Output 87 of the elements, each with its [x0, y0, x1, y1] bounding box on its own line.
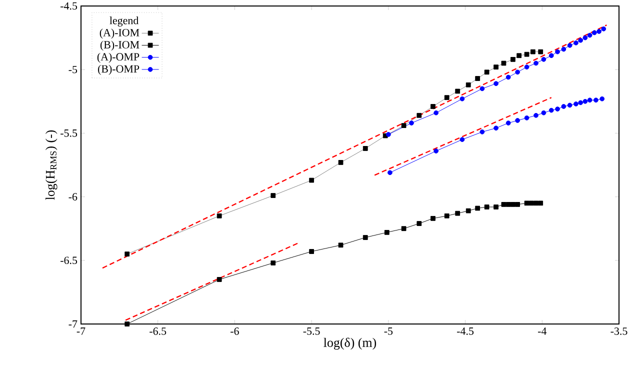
point: [434, 148, 439, 154]
point: [388, 170, 392, 176]
point: [574, 102, 578, 106]
point: [578, 38, 584, 43]
y-tick-label: -7: [68, 320, 78, 328]
point: [484, 204, 490, 210]
legend-label: (B)-OMP: [98, 64, 140, 75]
point: [460, 137, 465, 142]
point: [270, 260, 276, 266]
point: [596, 28, 602, 34]
point: [534, 60, 538, 66]
point: [555, 49, 560, 54]
point: [416, 221, 422, 226]
point: [601, 26, 606, 32]
point: [534, 200, 538, 206]
point: [538, 200, 544, 206]
x-axis-title: log(δ) (m): [324, 338, 376, 350]
point: [409, 120, 414, 126]
point: [434, 110, 439, 116]
point: [582, 98, 588, 104]
point: [515, 70, 520, 75]
point: [506, 74, 511, 80]
x-tick-label: -6.5: [150, 328, 166, 335]
point: [386, 132, 391, 137]
point: [567, 102, 572, 108]
y-tick-label: -5.5: [60, 130, 78, 137]
point: [480, 86, 485, 92]
point: [567, 42, 572, 48]
point: [524, 64, 530, 70]
y-axis-title: log(H$_{RMS}$) (-): [46, 130, 58, 200]
point: [561, 104, 566, 109]
legend-label: (B)-IOM: [100, 40, 140, 51]
point: [338, 242, 344, 248]
x-tick-label: -6: [230, 328, 239, 335]
point: [216, 277, 222, 282]
point: [384, 230, 390, 235]
point: [475, 206, 480, 211]
point: [587, 98, 592, 103]
point: [430, 216, 436, 221]
point: [460, 96, 465, 102]
point: [524, 200, 530, 206]
point: [362, 235, 368, 240]
point: [561, 46, 566, 52]
point: [510, 202, 516, 207]
point: [600, 96, 605, 102]
point: [578, 100, 584, 106]
y-tick-label: -5: [68, 66, 78, 74]
point: [582, 35, 588, 40]
point: [506, 120, 511, 126]
point: [309, 249, 314, 254]
point: [501, 202, 506, 207]
point: [592, 30, 597, 36]
x-tick-label: -4.5: [457, 328, 474, 335]
point: [574, 40, 578, 46]
point: [494, 204, 498, 210]
point: [594, 98, 598, 103]
point: [494, 81, 498, 86]
x-tick-label: -5: [384, 328, 393, 335]
point: [444, 213, 450, 218]
point: [541, 110, 546, 116]
point: [480, 129, 485, 134]
point: [506, 202, 511, 207]
point: [401, 226, 406, 232]
point: [587, 32, 592, 38]
point: [548, 53, 554, 58]
x-tick-label: -3.5: [610, 328, 628, 335]
x-tick-label: -7: [76, 328, 86, 335]
point: [534, 112, 538, 118]
point: [455, 210, 460, 216]
legend-label: (A)-OMP: [97, 52, 140, 63]
y-tick-label: -4.5: [60, 2, 78, 10]
point: [524, 115, 530, 120]
legend-title: legend: [110, 16, 139, 27]
point: [494, 126, 498, 131]
y-tick-label: -6.5: [60, 256, 78, 264]
point: [541, 56, 546, 62]
x-tick-label: -5.5: [303, 328, 320, 335]
x-tick-label: -4: [538, 328, 547, 335]
point: [515, 118, 520, 123]
point: [528, 200, 534, 206]
legend-label: (A)-IOM: [100, 28, 140, 39]
y-tick-label: -6: [68, 193, 78, 200]
point: [124, 322, 130, 326]
point: [515, 202, 520, 207]
point: [548, 108, 554, 113]
point: [555, 106, 560, 112]
point: [466, 208, 471, 214]
